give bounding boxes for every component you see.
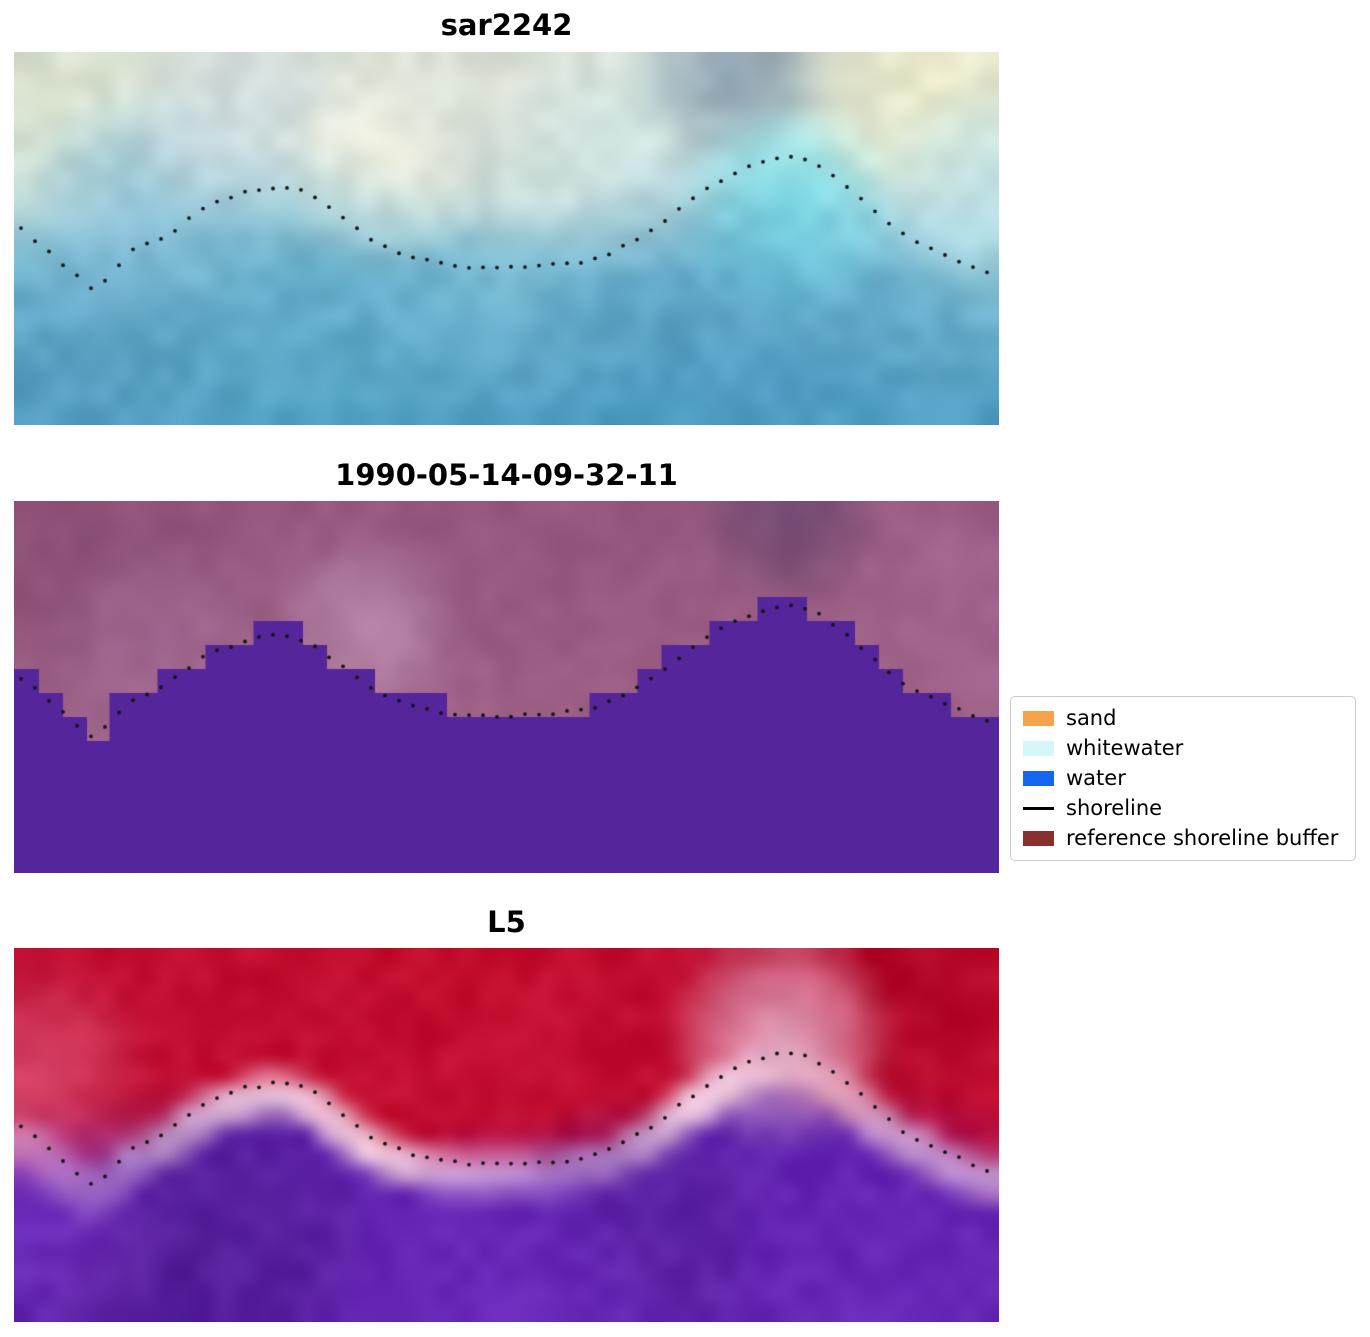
legend-item-whitewater: whitewater bbox=[1023, 738, 1343, 759]
legend-swatch-whitewater bbox=[1023, 741, 1054, 756]
legend-swatch-water bbox=[1023, 771, 1054, 786]
panel-title-date: 1990-05-14-09-32-11 bbox=[335, 458, 678, 492]
legend-label-whitewater: whitewater bbox=[1066, 736, 1184, 760]
legend-label-reference-shoreline-buffer: reference shoreline buffer bbox=[1066, 826, 1339, 850]
panel-title-l5: L5 bbox=[487, 905, 526, 939]
legend-line-shoreline-icon bbox=[1023, 807, 1054, 810]
legend: sand whitewater water shoreline referenc… bbox=[1010, 696, 1356, 861]
legend-item-reference-shoreline-buffer: reference shoreline buffer bbox=[1023, 828, 1343, 849]
panel-title-sar2242: sar2242 bbox=[440, 8, 573, 42]
legend-label-sand: sand bbox=[1066, 706, 1117, 730]
legend-label-water: water bbox=[1066, 766, 1126, 790]
panel-image-l5 bbox=[14, 948, 999, 1322]
legend-item-shoreline: shoreline bbox=[1023, 798, 1343, 819]
legend-swatch-sand bbox=[1023, 711, 1054, 726]
legend-swatch-reference-shoreline-buffer bbox=[1023, 831, 1054, 846]
legend-label-shoreline: shoreline bbox=[1066, 796, 1163, 820]
legend-item-water: water bbox=[1023, 768, 1343, 789]
panel-image-classified bbox=[14, 501, 999, 873]
panel-image-sar2242 bbox=[14, 52, 999, 425]
legend-item-sand: sand bbox=[1023, 708, 1343, 729]
